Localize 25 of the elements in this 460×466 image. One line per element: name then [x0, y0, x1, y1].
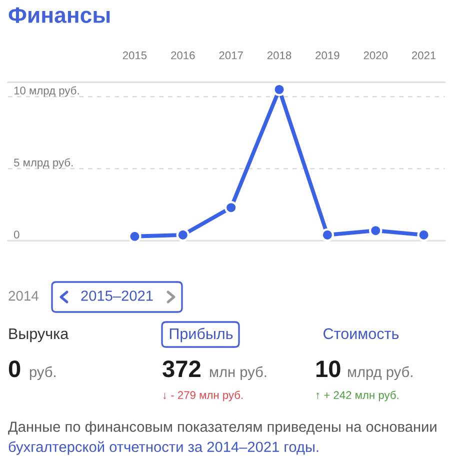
text: 2015–2021 — [81, 290, 153, 301]
chart-title: Финансы — [8, 7, 110, 23]
x-tick-label: 2019 — [316, 51, 340, 60]
x-tick-label: 2017 — [219, 51, 243, 60]
text: 2014 — [8, 290, 38, 301]
text: 10 — [316, 360, 340, 378]
text: ↓ - 279 млн руб. — [163, 390, 243, 402]
x-tick-label: 2021 — [412, 51, 436, 60]
text: руб. — [30, 366, 56, 380]
text: Данные по финансовым показателям приведены на основании — [8, 421, 436, 435]
text: млрд руб. — [348, 366, 412, 380]
text: ↑ + 242 млн руб. — [316, 390, 398, 402]
y-tick-label: 5 млрд руб. — [14, 158, 73, 169]
text: бухгалтерской отчетности за 2014–2021 годы. — [8, 441, 318, 455]
text: млн руб. — [210, 366, 266, 380]
text: Прибыль — [170, 328, 233, 342]
y-tick-label: 0 — [14, 230, 20, 239]
text: Стоимость — [324, 328, 399, 340]
x-tick-label: 2015 — [122, 51, 147, 60]
y-tick-label: 10 млрд руб. — [14, 86, 79, 97]
x-tick-label: 2018 — [267, 51, 292, 60]
x-tick-label: 2020 — [364, 51, 388, 60]
text: 372 — [162, 360, 200, 378]
text: Выручка — [9, 328, 69, 342]
x-tick-label: 2016 — [171, 51, 195, 60]
